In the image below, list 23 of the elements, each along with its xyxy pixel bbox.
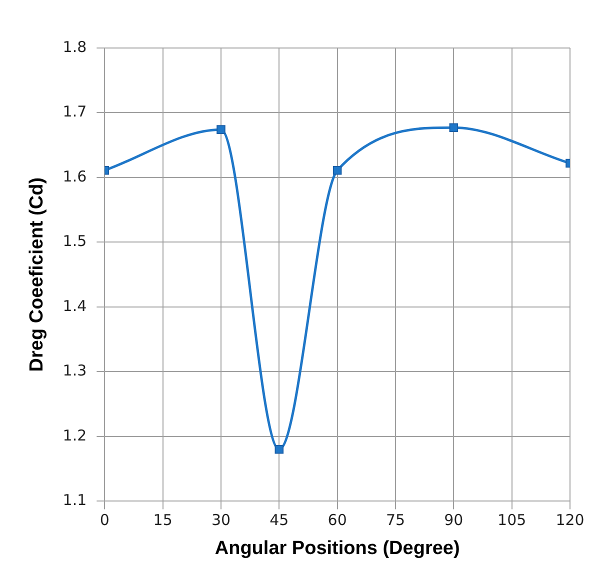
y-tick-label: 1.5 bbox=[62, 232, 87, 250]
y-tick-label: 1.1 bbox=[62, 491, 87, 510]
x-tick-label: 90 bbox=[444, 511, 464, 530]
point bbox=[332, 166, 342, 175]
y-tick-label: 1.6 bbox=[62, 167, 87, 186]
x-tick-label: 75 bbox=[386, 511, 406, 530]
x-tick-label: 15 bbox=[153, 511, 172, 530]
x-tick-label: 105 bbox=[498, 511, 526, 530]
y-axis-title: Dreg Coeeficient (Cd) bbox=[26, 177, 48, 372]
x-tick-label: 0 bbox=[100, 511, 110, 530]
y-tick-label: 1.7 bbox=[62, 102, 87, 121]
y-tick-label: 1.2 bbox=[62, 426, 87, 444]
y-tick-label: 1.4 bbox=[62, 296, 87, 315]
x-tick-label: 30 bbox=[211, 511, 231, 530]
y-tick-label: 1.8 bbox=[62, 38, 87, 56]
x-axis-title: Angular Positions (Degree) bbox=[214, 538, 460, 559]
x-tick-label: 45 bbox=[270, 511, 289, 530]
y-tick-label: 1.3 bbox=[62, 362, 87, 380]
point bbox=[216, 125, 226, 134]
point bbox=[449, 123, 458, 132]
x-tick-label: 120 bbox=[556, 511, 584, 530]
x-tick-label: 60 bbox=[328, 511, 347, 530]
point bbox=[274, 445, 284, 454]
